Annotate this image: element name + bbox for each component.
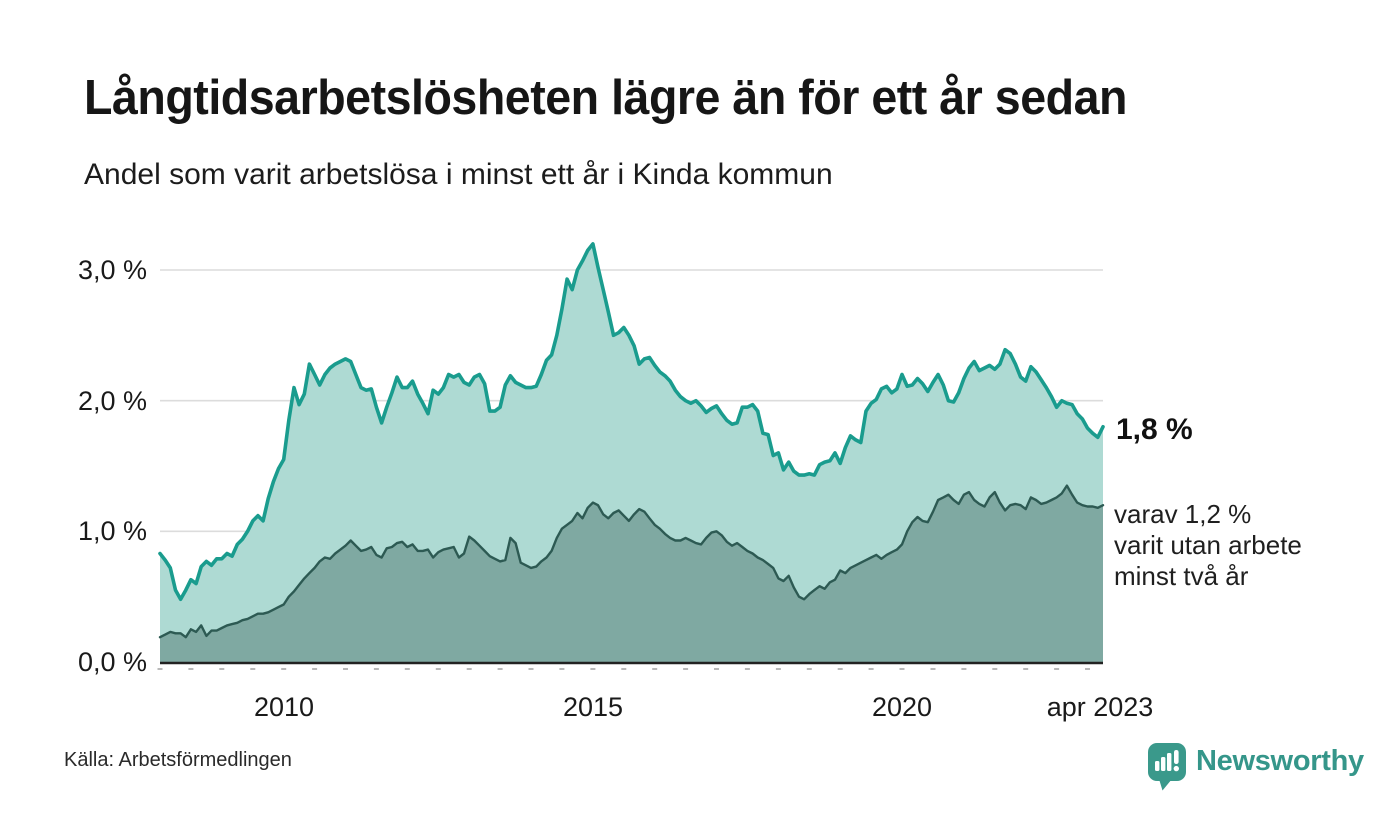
x-axis-tick [961, 668, 967, 670]
x-axis-tick [652, 668, 658, 670]
x-axis-tick [992, 668, 998, 670]
secondary-value-line-2: varit utan arbete [1114, 530, 1302, 560]
x-axis-tick [775, 668, 781, 670]
x-axis-tick [157, 668, 163, 670]
x-axis-label-2015: 2015 [562, 692, 624, 722]
source-note: Källa: Arbetsförmedlingen [64, 749, 292, 771]
line-series-two-years [158, 484, 1105, 639]
x-axis-tick [930, 668, 936, 670]
newsworthy-wordmark: Newsworthy [1196, 745, 1364, 777]
secondary-value-line-3: minst två år [1114, 561, 1249, 591]
x-axis-tick [806, 668, 812, 670]
x-axis-tick [621, 668, 627, 670]
latest-value-label: 1,8 % [1116, 413, 1193, 446]
x-axis-tick [559, 668, 565, 670]
newsworthy-logo-icon [1148, 743, 1186, 791]
x-axis-tick [373, 668, 379, 670]
x-axis-tick [744, 668, 750, 670]
x-axis-tick [281, 668, 287, 670]
x-axis-tick [250, 668, 256, 670]
secondary-value-line-1: varav 1,2 % [1114, 499, 1252, 529]
x-axis-tick [714, 668, 719, 670]
x-axis-tick [899, 668, 905, 670]
y-axis-label-2: 2,0 % [77, 386, 147, 416]
page-title: Långtidsarbetslösheten lägre än för ett … [84, 71, 1127, 125]
y-axis-label-0: 0,0 % [77, 647, 147, 677]
x-axis-tick [1085, 668, 1090, 670]
x-axis-tick [466, 668, 472, 670]
x-axis-tick [868, 668, 874, 670]
x-axis-tick [219, 668, 225, 670]
x-axis-tick [1054, 668, 1060, 670]
x-axis-tick [435, 668, 441, 670]
x-axis-label-2020: 2020 [871, 692, 933, 722]
chart-subtitle: Andel som varit arbetslösa i minst ett å… [84, 158, 833, 191]
x-axis-tick [837, 668, 843, 670]
x-axis-tick [312, 668, 318, 670]
x-axis-tick [683, 668, 689, 670]
x-axis-label-apr-2023: apr 2023 [1046, 692, 1154, 722]
x-axis-tick [497, 668, 503, 670]
area-series-two-years [160, 485, 1103, 662]
x-axis-tick [1023, 668, 1029, 670]
x-axis-tick [343, 668, 348, 670]
x-axis-tick [590, 668, 596, 670]
y-axis-label-3: 3,0 % [77, 255, 147, 285]
x-axis-tick [188, 668, 194, 670]
x-axis-tick [528, 668, 534, 670]
x-axis-tick [404, 668, 410, 670]
x-axis-label-2010: 2010 [253, 692, 315, 722]
newsworthy-brand: Newsworthy [1147, 742, 1364, 794]
line-series-total [158, 242, 1105, 602]
secondary-value-label: varav 1,2 % varit utan arbete minst två … [1114, 499, 1302, 592]
y-axis-label-1: 1,0 % [77, 516, 147, 546]
